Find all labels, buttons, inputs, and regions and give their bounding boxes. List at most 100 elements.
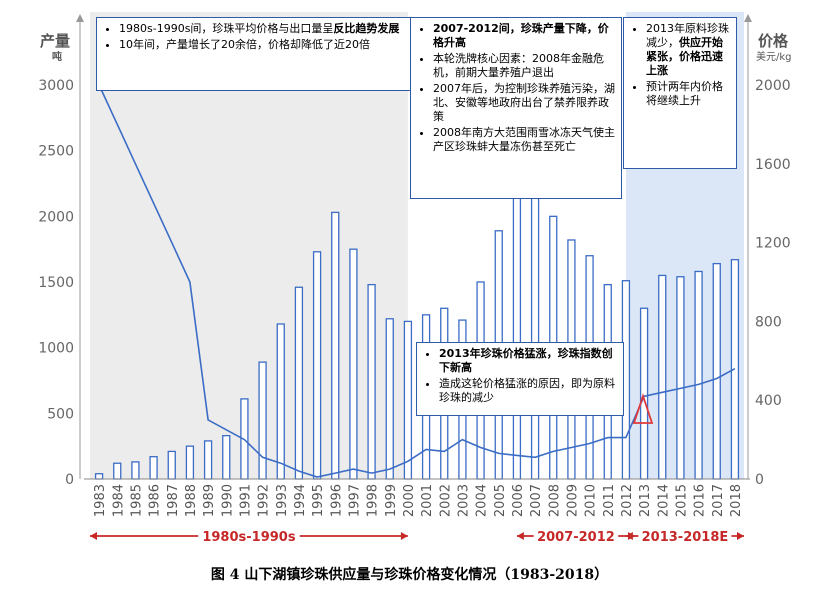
x-tick-1993: 1993 [275, 484, 290, 517]
left-axis-arrow [76, 14, 84, 22]
bar-2007 [530, 185, 540, 480]
x-tick-1991: 1991 [238, 484, 253, 517]
left-tick-0: 0 [65, 472, 74, 488]
x-tick-2018: 2018 [729, 484, 744, 517]
x-tick-2017: 2017 [711, 484, 726, 517]
price-marker-triangle [632, 393, 654, 424]
x-tick-1995: 1995 [311, 484, 326, 517]
bar-1999 [385, 318, 394, 480]
right-tick-1600: 1600 [755, 157, 791, 173]
right-axis-title: 价格 [758, 32, 789, 50]
period-label-0: 1980s-1990s [202, 530, 295, 545]
left-axis-unit: 吨 [52, 50, 62, 63]
right-axis-ticks: 0 400 800 1200 1600 2000 [755, 78, 791, 488]
x-tick-2005: 2005 [493, 484, 508, 517]
right-axis-unit: 美元/kg [756, 50, 792, 63]
left-axis-ticks: 0 500 1000 1500 2000 2500 3000 [38, 78, 74, 488]
right-tick-2000: 2000 [755, 78, 791, 94]
bar-2000 [403, 320, 413, 480]
x-tick-2004: 2004 [475, 484, 490, 517]
x-tick-2010: 2010 [584, 484, 599, 517]
right-axis-arrow [744, 14, 752, 22]
bar-1987 [167, 450, 176, 480]
bar-1993 [276, 323, 285, 480]
x-tick-2003: 2003 [456, 484, 471, 517]
left-tick-1000: 1000 [38, 341, 74, 357]
x-tick-1997: 1997 [347, 484, 362, 517]
period-arrow-left-0 [90, 532, 97, 540]
annotation-2007-2012: 2007-2012间，珍珠产量下降，价格升高 本轮洗牌核心因素：2008年金融危… [410, 17, 622, 199]
bar-1996 [331, 211, 340, 480]
bar-1986 [149, 456, 158, 480]
period-label-bg-0 [198, 528, 300, 544]
period-label-bg-1 [533, 528, 619, 544]
x-tick-1996: 1996 [329, 484, 344, 517]
left-tick-2000: 2000 [38, 209, 74, 225]
right-tick-400: 400 [755, 393, 782, 409]
left-tick-500: 500 [47, 406, 74, 422]
x-tick-1985: 1985 [129, 484, 144, 517]
x-tick-2014: 2014 [656, 484, 671, 517]
bar-1998 [367, 283, 376, 480]
axes [76, 14, 752, 480]
x-tick-2002: 2002 [438, 484, 453, 517]
price-line [98, 84, 736, 478]
x-axis-ticks: 1983 1984 1985 1986 1987 1988 1989 1990 1991 1992… [93, 484, 744, 517]
period-arrow-left-1 [516, 532, 524, 540]
period-arrow-right-0 [400, 532, 408, 540]
bar-2014 [658, 274, 667, 480]
x-periods: 1980s-1990s 2007-2012 2013-2018E [90, 528, 744, 545]
x-tick-1983: 1983 [93, 484, 108, 517]
bar-1985 [131, 461, 140, 480]
period-arrow-left-2 [625, 532, 633, 540]
period-arrow-right-2 [737, 532, 744, 540]
bar-2017 [712, 262, 721, 480]
x-tick-1998: 1998 [366, 484, 381, 517]
left-axis-title: 产量 [40, 32, 70, 50]
bar-2006 [512, 184, 522, 480]
bar-1997 [349, 248, 358, 480]
right-tick-1200: 1200 [755, 236, 791, 252]
bar-1989 [203, 440, 213, 480]
period-label-2: 2013-2018E [642, 530, 729, 545]
bar-1994 [294, 286, 304, 480]
bar-1995 [312, 251, 322, 480]
x-tick-1987: 1987 [166, 484, 181, 517]
right-tick-0: 0 [755, 472, 764, 488]
x-tick-2000: 2000 [402, 484, 417, 517]
bar-1984 [113, 462, 122, 480]
x-tick-2013: 2013 [638, 484, 653, 517]
x-tick-2012: 2012 [620, 484, 635, 517]
figure-caption: 图 4 山下湖镇珍珠供应量与珍珠价格变化情况（1983-2018） [210, 567, 609, 583]
right-tick-800: 800 [755, 314, 782, 330]
x-tick-2006: 2006 [511, 484, 526, 517]
bar-1988 [185, 445, 195, 480]
bar-1983 [94, 473, 104, 480]
x-tick-1999: 1999 [384, 484, 399, 517]
x-tick-2011: 2011 [602, 484, 617, 517]
x-tick-1989: 1989 [202, 484, 217, 517]
x-tick-2016: 2016 [693, 484, 708, 517]
left-tick-1500: 1500 [38, 275, 74, 291]
x-tick-1988: 1988 [184, 484, 199, 517]
x-tick-1992: 1992 [257, 484, 272, 517]
x-tick-1986: 1986 [148, 484, 163, 517]
left-tick-2500: 2500 [38, 144, 74, 160]
x-tick-1994: 1994 [293, 484, 308, 517]
x-tick-2001: 2001 [420, 484, 435, 517]
bar-1990 [222, 435, 231, 480]
bar-2016 [694, 270, 703, 480]
annotation-2013: 2013年原料珍珠减少，供应开始紧张，价格迅速上涨 预计两年内价格将继续上升 [623, 17, 737, 169]
x-tick-1990: 1990 [220, 484, 235, 517]
x-tick-1984: 1984 [111, 484, 126, 517]
x-tick-2008: 2008 [547, 484, 562, 517]
bar-2015 [676, 276, 685, 480]
bar-1992 [258, 361, 267, 480]
left-tick-3000: 3000 [38, 78, 74, 94]
x-tick-2015: 2015 [674, 484, 689, 517]
annotation-2013-price-surge: 2013年珍珠价格猛涨，珍珠指数创下新高 造成这轮价格猛涨的原因，即为原料珍珠的… [416, 342, 624, 416]
x-tick-2007: 2007 [529, 484, 544, 517]
period-label-1: 2007-2012 [537, 530, 615, 545]
bar-2013 [639, 307, 649, 480]
period-label-bg-2 [638, 528, 732, 544]
